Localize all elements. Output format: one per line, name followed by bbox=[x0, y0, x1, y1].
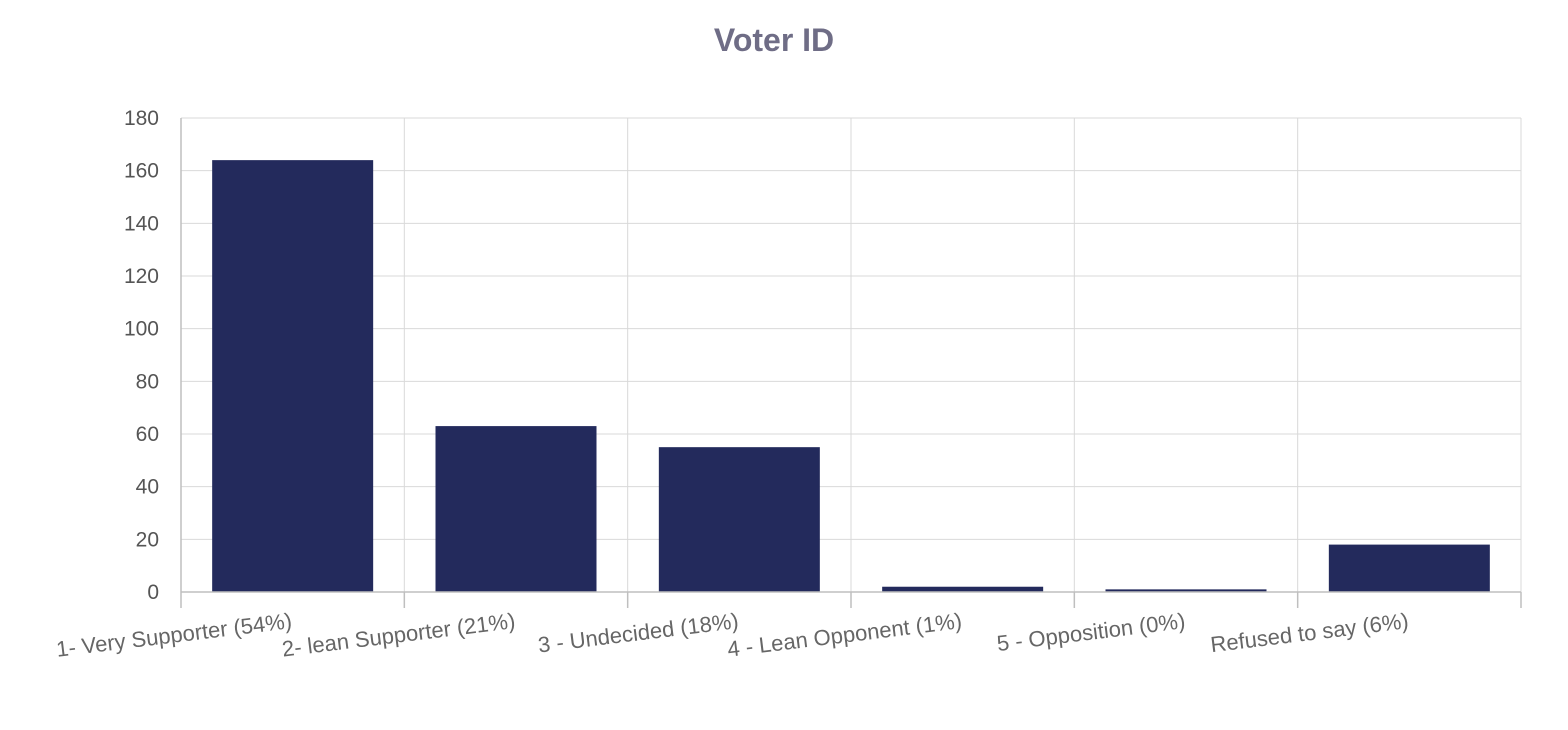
y-tick-label: 0 bbox=[147, 581, 159, 604]
x-tick-label: 3 - Undecided (18%) bbox=[537, 608, 740, 657]
y-tick-label: 120 bbox=[124, 265, 159, 288]
bar[interactable] bbox=[1328, 544, 1490, 592]
grid bbox=[181, 117, 1522, 592]
x-tick-label: 1- Very Supporter (54%) bbox=[55, 608, 294, 662]
y-tick-label: 60 bbox=[136, 423, 159, 446]
x-tick-label: 5 - Opposition (0%) bbox=[995, 608, 1186, 656]
x-tick-label: 4 - Lean Opponent (1%) bbox=[726, 608, 963, 662]
axes bbox=[180, 118, 1522, 608]
y-tick-label: 140 bbox=[124, 212, 159, 235]
y-tick-label: 180 bbox=[124, 107, 159, 130]
chart-title: Voter ID bbox=[713, 22, 835, 58]
y-tick-label: 100 bbox=[124, 318, 159, 341]
bars bbox=[212, 160, 1490, 592]
y-tick-label: 160 bbox=[124, 160, 159, 183]
bar[interactable] bbox=[435, 426, 597, 592]
bar[interactable] bbox=[212, 160, 374, 592]
y-tick-label: 20 bbox=[136, 528, 159, 551]
bar[interactable] bbox=[882, 586, 1044, 592]
bar[interactable] bbox=[658, 447, 820, 592]
x-tick-label: Refused to say (6%) bbox=[1209, 608, 1410, 657]
y-tick-label: 40 bbox=[136, 476, 159, 499]
x-tick-label: 2- lean Supporter (21%) bbox=[281, 608, 517, 661]
bar[interactable] bbox=[1105, 589, 1267, 592]
y-tick-label: 80 bbox=[136, 370, 159, 393]
